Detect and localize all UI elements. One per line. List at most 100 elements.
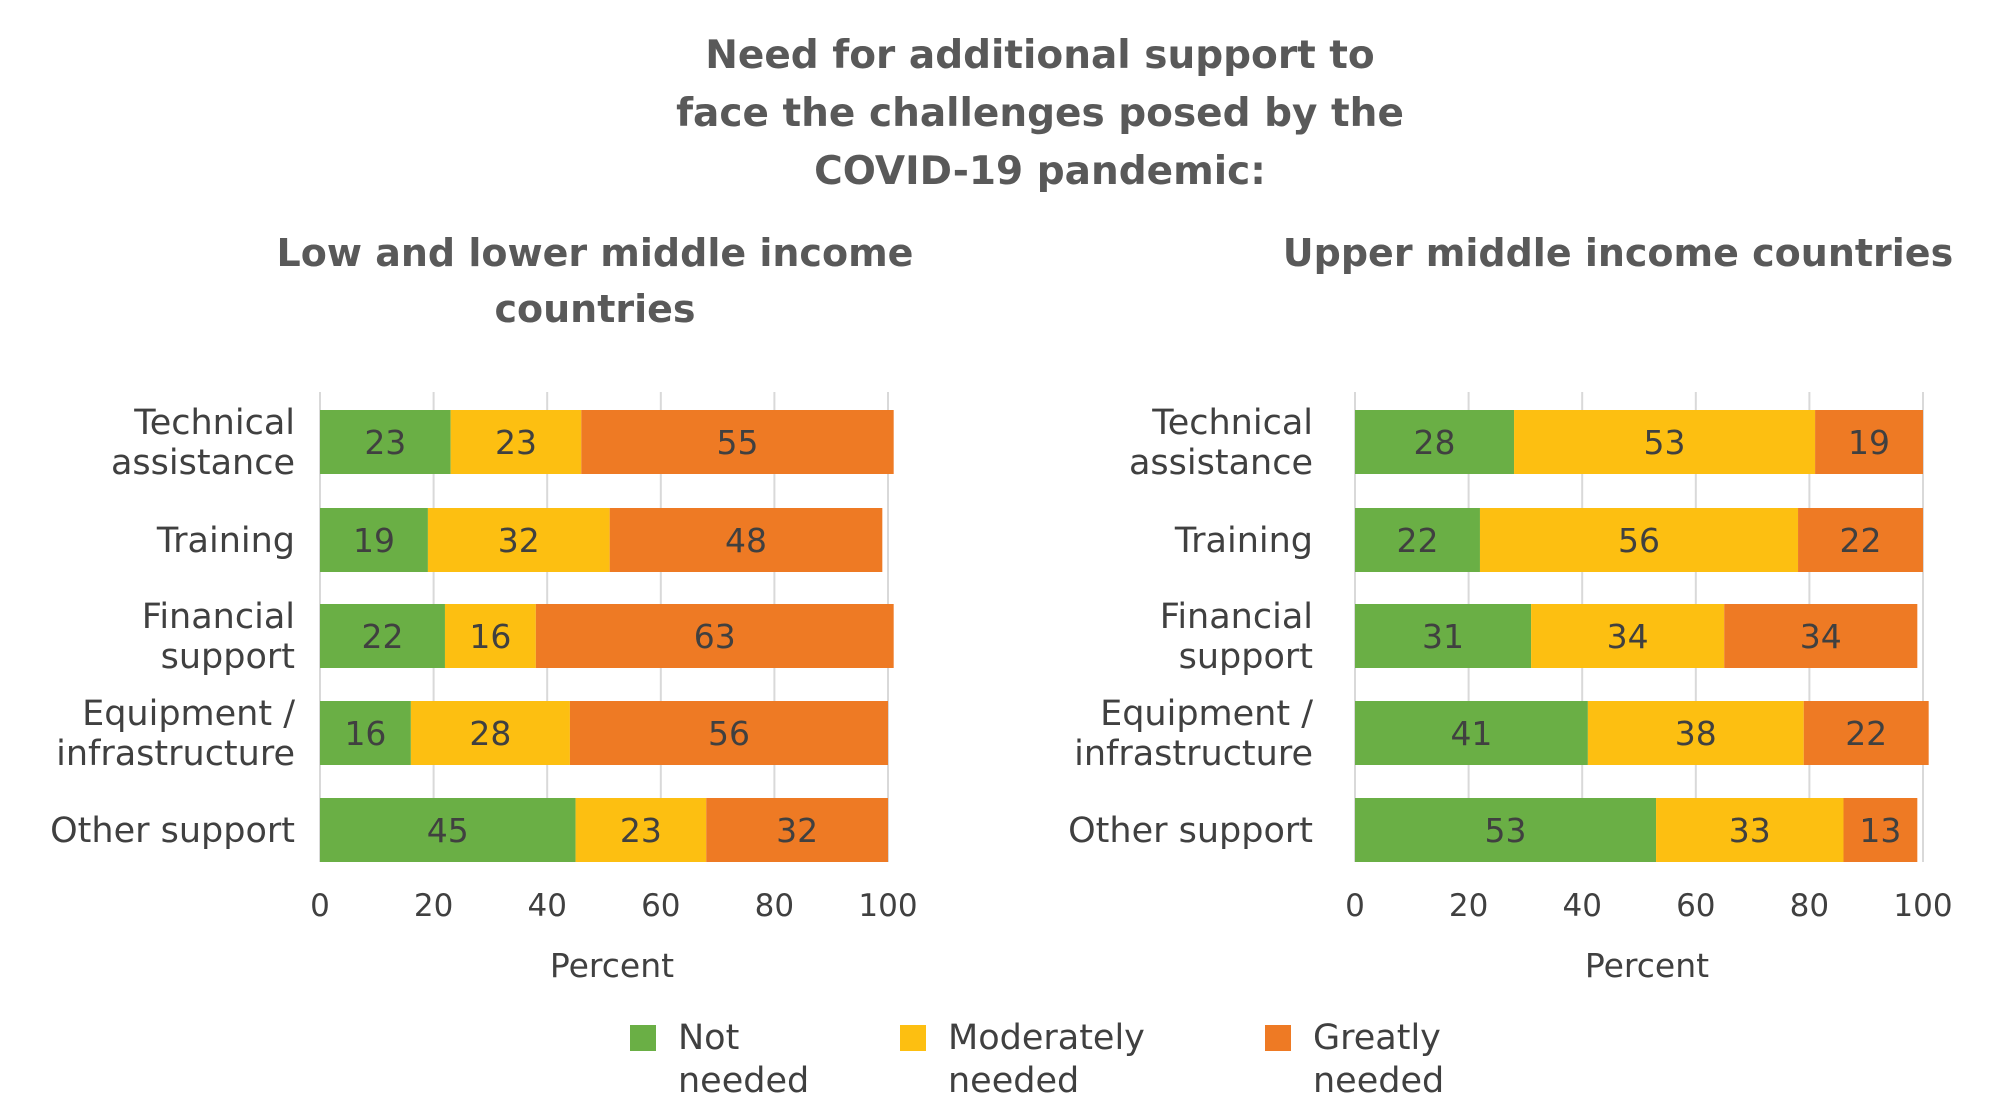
data-label: 22 [1845, 714, 1887, 753]
data-label: 53 [1485, 811, 1527, 850]
bar-segment-moderately_needed [427, 508, 610, 572]
legend-swatch-greatly_needed [1265, 1025, 1291, 1051]
bar-segment-not_needed [320, 508, 428, 572]
category-label: Equipment / [82, 694, 295, 734]
bar-segment-moderately_needed [1514, 410, 1816, 474]
bar-segment-not_needed [1355, 508, 1480, 572]
panel-title-line: Low and lower middle income [277, 231, 914, 275]
data-label: 34 [1607, 617, 1649, 656]
bar-segment-greatly_needed [1843, 798, 1918, 862]
data-label: 16 [469, 617, 511, 656]
data-label: 31 [1422, 617, 1464, 656]
data-label: 16 [344, 714, 386, 753]
bar-segment-moderately_needed [1587, 701, 1804, 765]
bar-segment-greatly_needed [1815, 410, 1923, 474]
data-label: 48 [725, 521, 767, 560]
category-label: Financial [1160, 597, 1313, 637]
category-label: assistance [111, 443, 295, 483]
category-label: Other support [50, 811, 295, 851]
category-label: infrastructure [1074, 734, 1313, 774]
data-label: 41 [1450, 714, 1492, 753]
category-label: assistance [1129, 443, 1313, 483]
bar-segment-greatly_needed [1724, 604, 1918, 668]
bar-segment-moderately_needed [1531, 604, 1725, 668]
panel-title-line: countries [494, 287, 695, 331]
data-label: 38 [1675, 714, 1717, 753]
tick-label: 60 [1676, 888, 1715, 924]
bar-segment-not_needed [320, 701, 411, 765]
tick-label: 40 [1562, 888, 1601, 924]
data-label: 28 [469, 714, 511, 753]
panel-low-lower-middle-income: Low and lower middle income countries 23 23… [50, 231, 917, 985]
chart-title-line: face the challenges posed by the [676, 91, 1404, 136]
panel-upper-middle-income: Upper middle income countries 28 53 19 Techn… [1068, 231, 1953, 985]
data-label: 63 [694, 617, 736, 656]
bar-segment-moderately_needed [1479, 508, 1799, 572]
chart-title-line: COVID-19 pandemic: [814, 149, 1266, 194]
data-label: 33 [1729, 811, 1771, 850]
tick-label: 80 [1790, 888, 1829, 924]
bar-segment-greatly_needed [609, 508, 883, 572]
bar-segment-greatly_needed [535, 604, 894, 668]
data-label: 56 [708, 714, 750, 753]
bar-segment-moderately_needed [450, 410, 582, 474]
bar-segment-greatly_needed [1798, 508, 1923, 572]
data-label: 45 [427, 811, 469, 850]
x-axis-title: Percent [550, 946, 674, 985]
category-label: support [1179, 637, 1313, 677]
legend-swatch-moderately_needed [900, 1025, 926, 1051]
category-label: Financial [142, 597, 295, 637]
x-axis-title: Percent [1585, 946, 1709, 985]
bar-segment-not_needed [320, 604, 445, 668]
bar-segment-not_needed [320, 798, 576, 862]
bar-segment-greatly_needed [1803, 701, 1929, 765]
category-label: Training [1174, 521, 1313, 561]
data-label: 22 [1396, 521, 1438, 560]
category-label: Equipment / [1100, 694, 1313, 734]
data-label: 53 [1644, 423, 1686, 462]
tick-label: 0 [310, 888, 330, 924]
category-label: infrastructure [56, 734, 295, 774]
bar-segment-moderately_needed [444, 604, 536, 668]
tick-label: 100 [1893, 888, 1952, 924]
legend-label: Greatly [1313, 1018, 1441, 1058]
data-label: 22 [1840, 521, 1882, 560]
category-label: Technical [1151, 403, 1313, 443]
bar-segment-moderately_needed [1656, 798, 1844, 862]
data-label: 32 [776, 811, 818, 850]
data-label: 23 [495, 423, 537, 462]
data-label: 34 [1800, 617, 1842, 656]
data-label: 55 [716, 423, 758, 462]
data-label: 32 [498, 521, 540, 560]
category-label: support [161, 637, 295, 677]
panel-title-line: Upper middle income countries [1283, 231, 1953, 275]
bar-segment-not_needed [1355, 798, 1657, 862]
data-label: 23 [620, 811, 662, 850]
bar-segment-greatly_needed [581, 410, 894, 474]
bar-segment-not_needed [1355, 604, 1532, 668]
bar-segment-greatly_needed [706, 798, 888, 862]
category-label: Training [156, 521, 295, 561]
data-label: 28 [1414, 423, 1456, 462]
data-label: 56 [1618, 521, 1660, 560]
chart-title-line: Need for additional support to [705, 33, 1374, 78]
legend-label: needed [948, 1061, 1079, 1101]
legend-swatch-not_needed [630, 1025, 656, 1051]
tick-label: 0 [1345, 888, 1365, 924]
chart-title: Need for additional support to face the c… [676, 33, 1404, 194]
tick-label: 80 [755, 888, 794, 924]
bar-segment-greatly_needed [569, 701, 888, 765]
legend-label: needed [1313, 1061, 1444, 1101]
tick-label: 20 [1449, 888, 1488, 924]
tick-label: 40 [527, 888, 566, 924]
category-label: Other support [1068, 811, 1313, 851]
bar-segment-not_needed [1355, 410, 1515, 474]
tick-label: 100 [858, 888, 917, 924]
bar-segment-moderately_needed [575, 798, 707, 862]
bar-segment-moderately_needed [410, 701, 570, 765]
data-label: 22 [361, 617, 403, 656]
data-label: 23 [364, 423, 406, 462]
tick-label: 60 [641, 888, 680, 924]
